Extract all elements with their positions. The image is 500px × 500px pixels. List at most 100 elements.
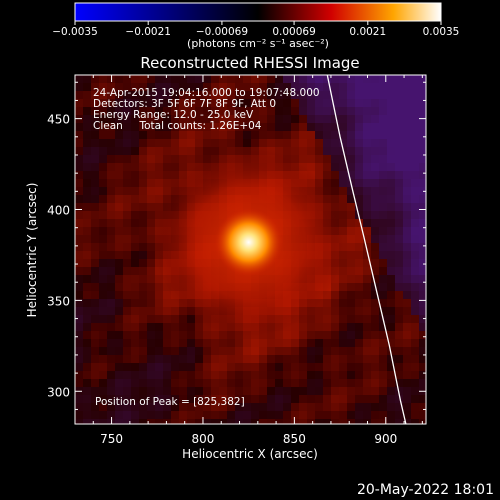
heatmap-cell [355, 147, 363, 155]
heatmap-cell [291, 387, 299, 395]
heatmap-cell [371, 315, 379, 323]
heatmap-cell [323, 395, 331, 403]
heatmap-cell [83, 147, 91, 155]
heatmap-cell [123, 259, 131, 267]
heatmap-cell [115, 75, 123, 83]
heatmap-cell [267, 131, 275, 139]
heatmap-cell [99, 355, 107, 363]
heatmap-cell [123, 315, 131, 323]
heatmap-cell [115, 251, 123, 259]
heatmap-cell [299, 131, 307, 139]
heatmap-cell [155, 187, 163, 195]
heatmap-cell [379, 227, 387, 235]
heatmap-cell [379, 131, 387, 139]
heatmap-cell [115, 331, 123, 339]
heatmap-cell [75, 283, 83, 291]
heatmap-cell [107, 347, 115, 355]
heatmap-cell [379, 347, 387, 355]
heatmap-cell [99, 155, 107, 163]
heatmap-cell [139, 251, 147, 259]
heatmap-cell [387, 155, 395, 163]
heatmap-cell [363, 83, 371, 91]
heatmap-cell [131, 227, 139, 235]
heatmap-cell [307, 115, 315, 123]
heatmap-cell [147, 347, 155, 355]
heatmap-cell [363, 403, 371, 411]
heatmap-cell [403, 259, 411, 267]
heatmap-cell [203, 139, 211, 147]
heatmap-cell [339, 107, 347, 115]
heatmap-cell [363, 155, 371, 163]
heatmap-cell [75, 267, 83, 275]
heatmap-cell [107, 419, 115, 427]
heatmap-cell [379, 163, 387, 171]
heatmap-cell [219, 139, 227, 147]
heatmap-cell [363, 395, 371, 403]
heatmap-cell [395, 291, 403, 299]
heatmap-cell [355, 171, 363, 179]
heatmap-cell [83, 355, 91, 363]
heatmap-cell [171, 315, 179, 323]
heatmap-cell [299, 371, 307, 379]
heatmap-cell [363, 411, 371, 419]
heatmap-cell [347, 251, 355, 259]
heatmap-cell [275, 403, 283, 411]
heatmap-cell [379, 387, 387, 395]
heatmap-cell [251, 339, 259, 347]
heatmap-cell [99, 147, 107, 155]
heatmap-cell [315, 99, 323, 107]
colorbar-units: (photons cm⁻² s⁻¹ asec⁻²) [187, 37, 329, 50]
heatmap-cell [187, 131, 195, 139]
heatmap-cell [315, 139, 323, 147]
heatmap-cell [171, 131, 179, 139]
heatmap-cell [115, 291, 123, 299]
heatmap-cell [395, 411, 403, 419]
heatmap-cell [243, 139, 251, 147]
heatmap-cell [219, 411, 227, 419]
heatmap-cell [347, 411, 355, 419]
colorbar-tick-label: 0.0021 [349, 26, 386, 38]
heatmap-cell [147, 379, 155, 387]
heatmap-cell [339, 283, 347, 291]
heatmap-cell [139, 363, 147, 371]
x-tick-label: 850 [283, 432, 306, 446]
heatmap-cell [107, 291, 115, 299]
heatmap-cell [403, 139, 411, 147]
heatmap-cell [139, 371, 147, 379]
heatmap-cell [331, 187, 339, 195]
heatmap-cell [139, 355, 147, 363]
heatmap-cell [147, 147, 155, 155]
heatmap-cell [139, 147, 147, 155]
heatmap-cell [83, 371, 91, 379]
heatmap-cell [163, 363, 171, 371]
heatmap-cell [75, 211, 83, 219]
heatmap-cell [259, 355, 267, 363]
heatmap-cell [371, 131, 379, 139]
method-counts-text: Clean Total counts: 1.26E+04 [93, 121, 262, 132]
heatmap-cell [83, 75, 91, 83]
heatmap-cell [291, 403, 299, 411]
heatmap-cell [99, 283, 107, 291]
heatmap-cell [395, 123, 403, 131]
heatmap-cell [179, 355, 187, 363]
heatmap-cell [107, 203, 115, 211]
heatmap-cell [131, 203, 139, 211]
heatmap-cell [387, 379, 395, 387]
heatmap-cell [147, 203, 155, 211]
heatmap-cell [355, 411, 363, 419]
heatmap-cell [131, 363, 139, 371]
heatmap-cell [363, 339, 371, 347]
heatmap-cell [355, 259, 363, 267]
heatmap-cell [107, 179, 115, 187]
heatmap-cell [387, 91, 395, 99]
heatmap-cell [75, 331, 83, 339]
heatmap-cell [299, 331, 307, 339]
y-tick-label: 350 [47, 294, 70, 308]
heatmap-cell [203, 419, 211, 427]
heatmap-cell [187, 75, 195, 83]
heatmap-cell [267, 115, 275, 123]
heatmap-cell [275, 99, 283, 107]
heatmap-cell [123, 195, 131, 203]
heatmap-cell [339, 195, 347, 203]
heatmap-cell [123, 227, 131, 235]
